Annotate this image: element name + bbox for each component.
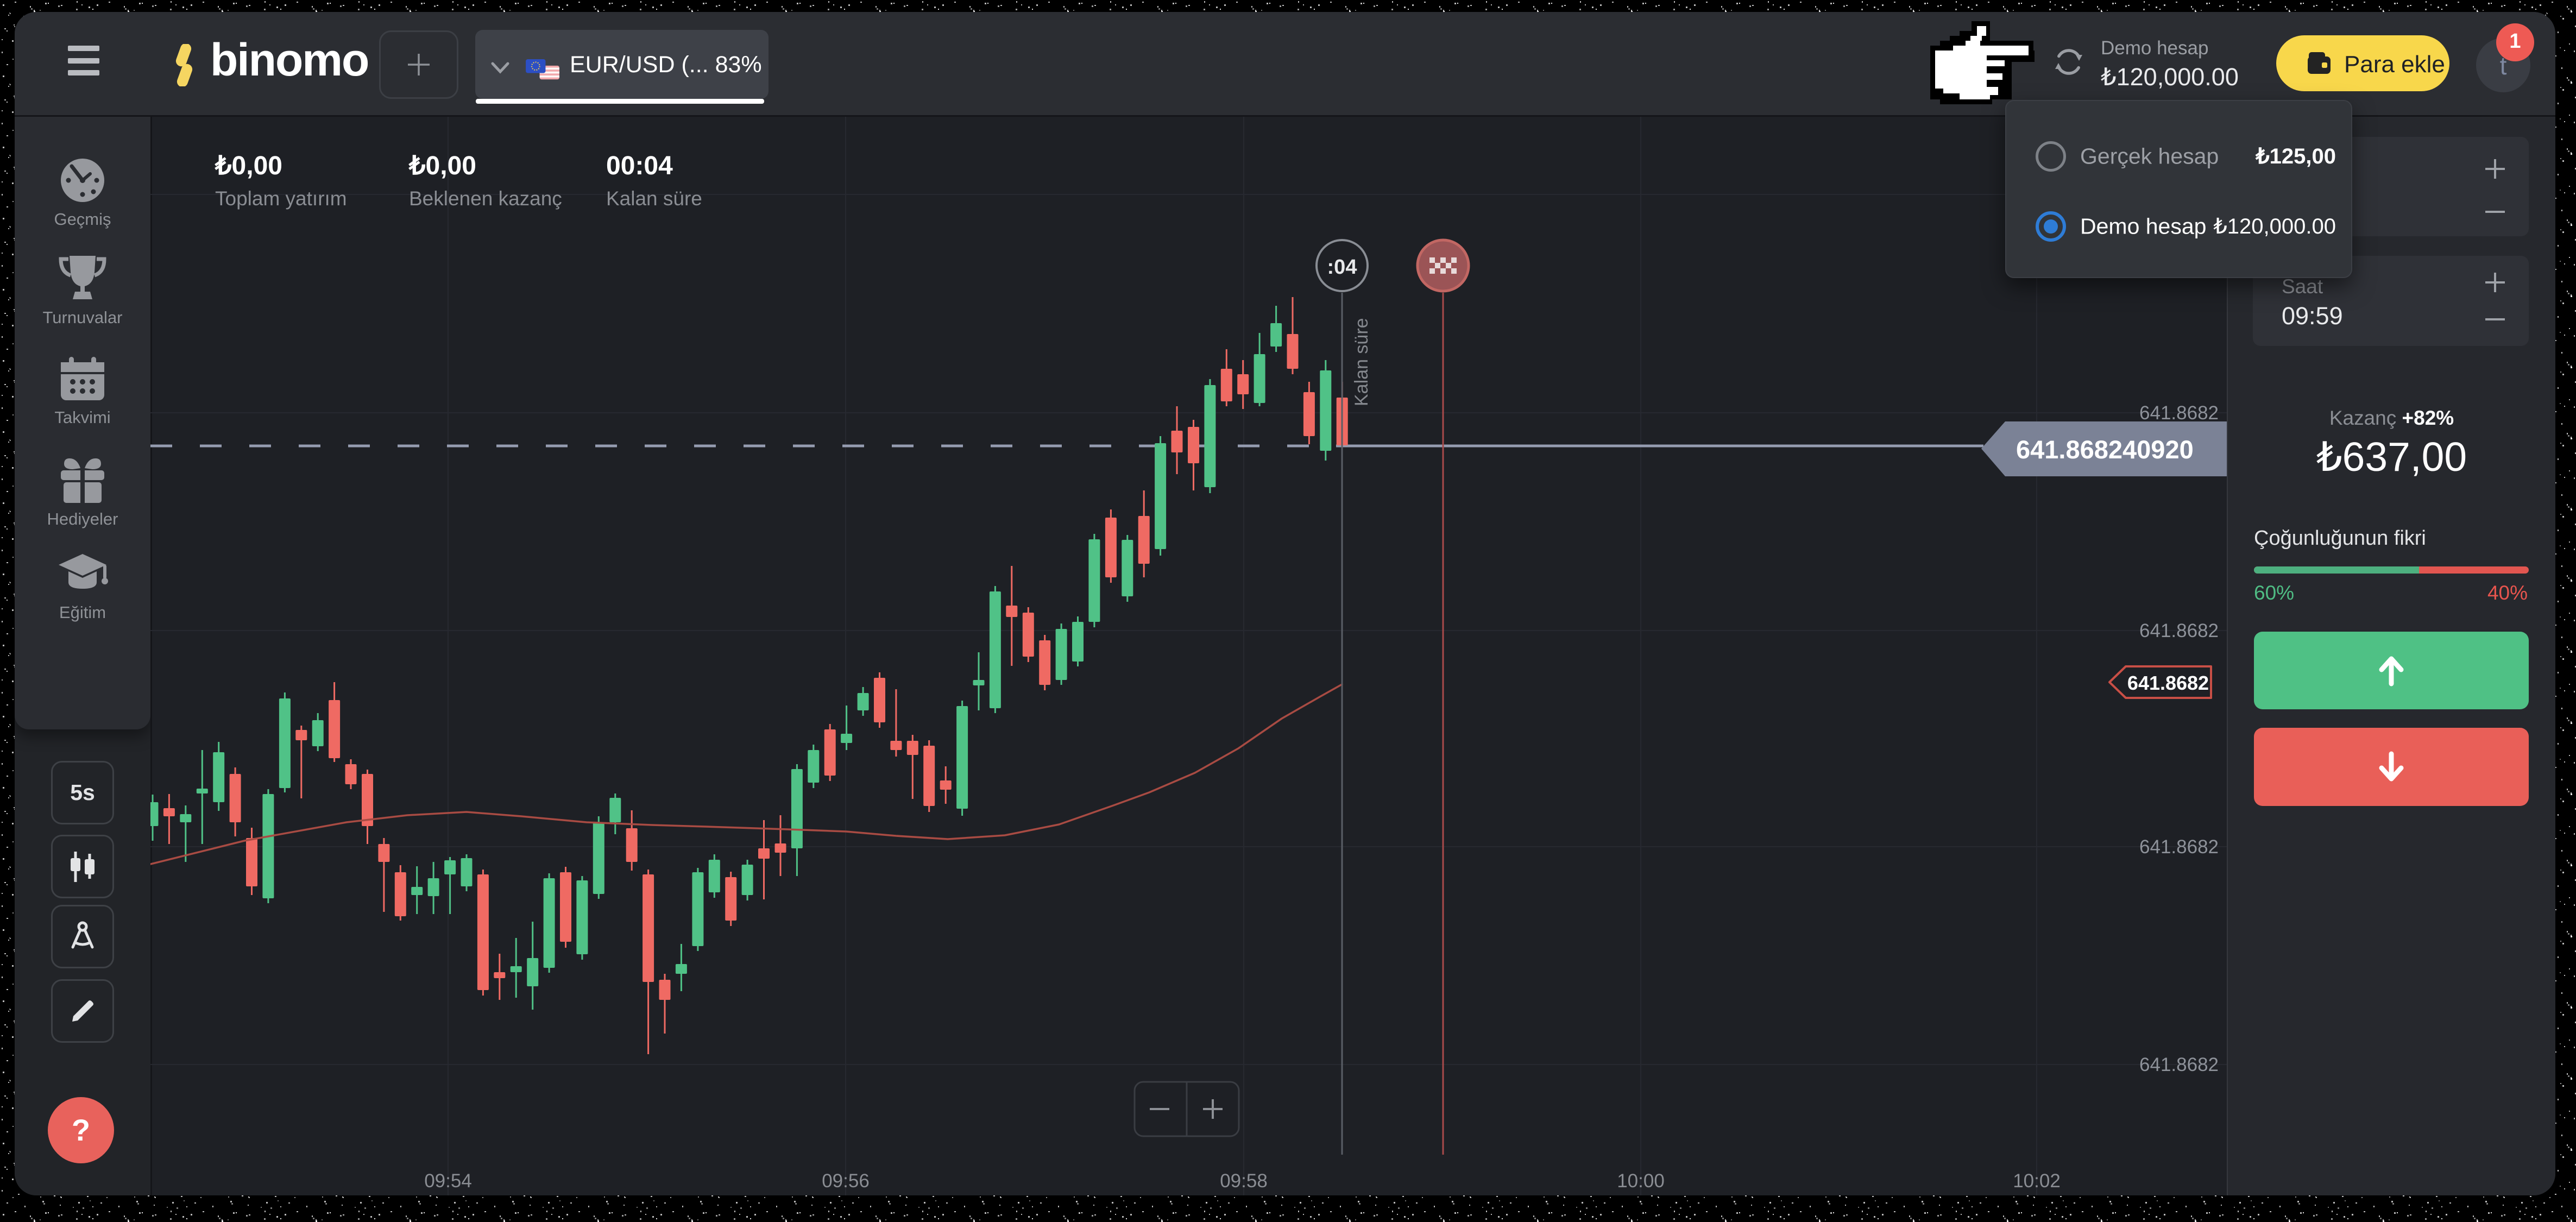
svg-text:00:04: 00:04 <box>606 152 673 180</box>
svg-text:₺0,00: ₺0,00 <box>215 152 282 180</box>
svg-text::04: :04 <box>1327 256 1357 279</box>
svg-text:09:56: 09:56 <box>822 1170 870 1192</box>
svg-text:641.8682: 641.8682 <box>2139 836 2219 858</box>
svg-text:Beklenen kazanç: Beklenen kazanç <box>409 187 562 210</box>
svg-text:641.868240920: 641.868240920 <box>2016 435 2194 464</box>
svg-text:10:00: 10:00 <box>1617 1170 1665 1192</box>
svg-text:641.8682: 641.8682 <box>2139 402 2219 424</box>
svg-text:641.8682: 641.8682 <box>2139 620 2219 641</box>
svg-text:10:02: 10:02 <box>2013 1170 2061 1192</box>
svg-text:641.8682: 641.8682 <box>2139 1054 2219 1075</box>
svg-text:₺0,00: ₺0,00 <box>408 152 476 180</box>
svg-text:09:54: 09:54 <box>424 1170 472 1192</box>
svg-text:Kalan süre: Kalan süre <box>1351 318 1372 406</box>
svg-text:09:58: 09:58 <box>1220 1170 1268 1192</box>
svg-text:Kalan süre: Kalan süre <box>606 187 702 210</box>
svg-text:641.8682: 641.8682 <box>2127 672 2209 694</box>
svg-text:Toplam yatırım: Toplam yatırım <box>215 187 347 210</box>
